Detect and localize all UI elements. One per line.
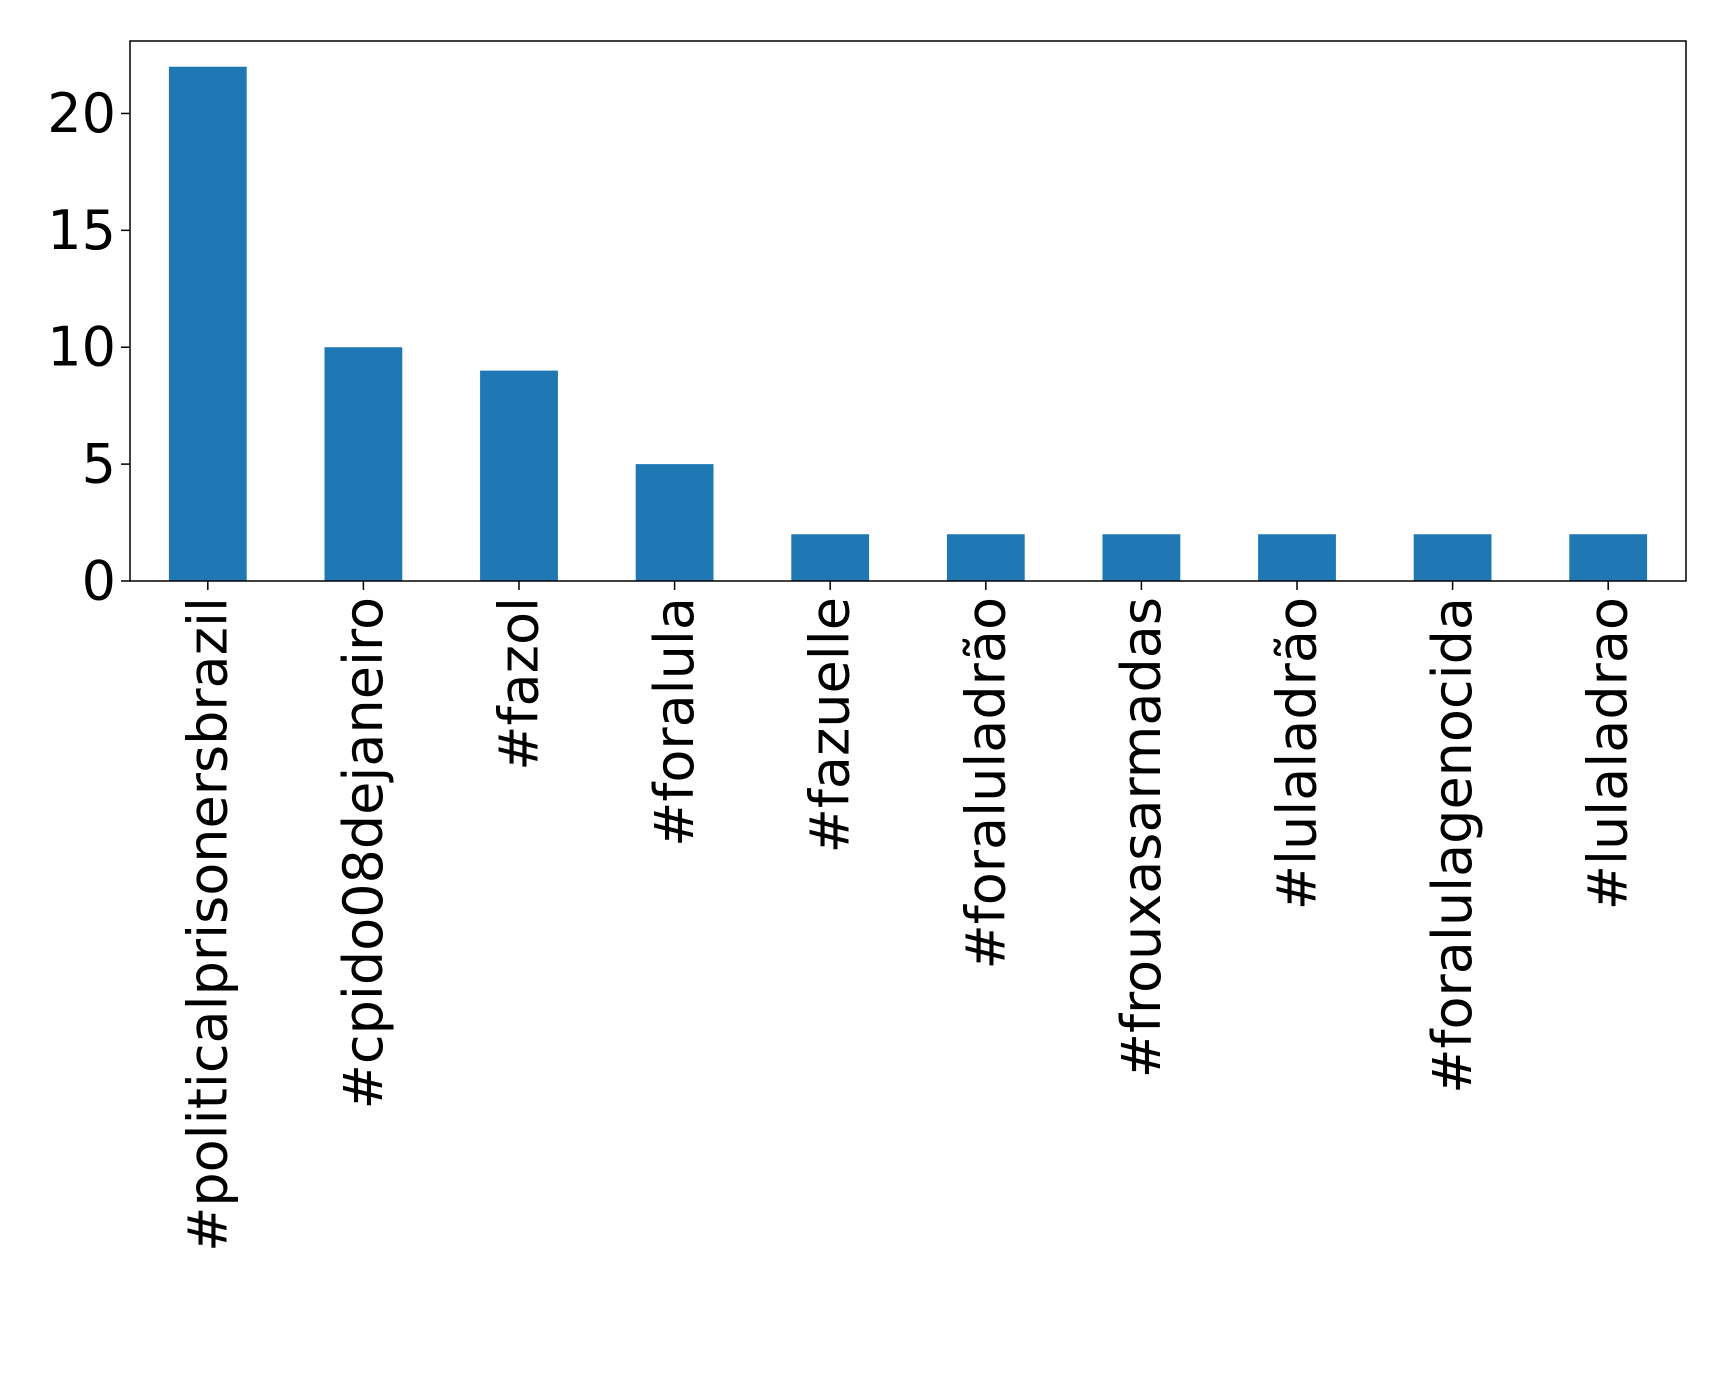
x-tick-label-0: #politicalprisonersbrazil (176, 597, 239, 1252)
bar-2 (480, 370, 558, 581)
x-tick-label-4: #fazuelle (799, 597, 862, 853)
x-tick-label-3: #foralula (643, 597, 706, 847)
y-tick-label-0: 0 (82, 550, 116, 613)
bar-7 (1258, 534, 1336, 581)
plot-frame (129, 40, 1687, 582)
y-tick-label-4: 20 (47, 82, 116, 145)
x-tick-label-6: #frouxasarmadas (1110, 597, 1173, 1078)
y-tick-label-1: 5 (82, 433, 116, 496)
x-tick-label-1: #cpido08dejaneiro (332, 597, 395, 1109)
y-tick-label-2: 10 (47, 316, 116, 379)
y-tick-label-3: 15 (47, 199, 116, 262)
bar-6 (1102, 534, 1181, 581)
bar-3 (635, 464, 714, 581)
x-tick-label-7: #lulaladrão (1266, 597, 1329, 910)
bar-5 (946, 534, 1025, 581)
x-tick-label-2: #fazol (488, 597, 551, 771)
bars-group (168, 66, 1648, 581)
y-axis: 0 5 10 15 20 (47, 82, 130, 613)
bar-4 (791, 534, 870, 581)
bar-8 (1413, 534, 1492, 581)
bar-0 (168, 66, 247, 581)
x-tick-label-9: #lulaladrao (1577, 597, 1640, 910)
x-tick-label-5: #foraluladrão (954, 597, 1017, 970)
bar-1 (324, 347, 403, 581)
x-tick-label-8: #foralulagenocida (1421, 597, 1484, 1094)
x-axis: #politicalprisonersbrazil #cpido08dejanei… (176, 581, 1640, 1252)
bar-9 (1569, 534, 1648, 581)
